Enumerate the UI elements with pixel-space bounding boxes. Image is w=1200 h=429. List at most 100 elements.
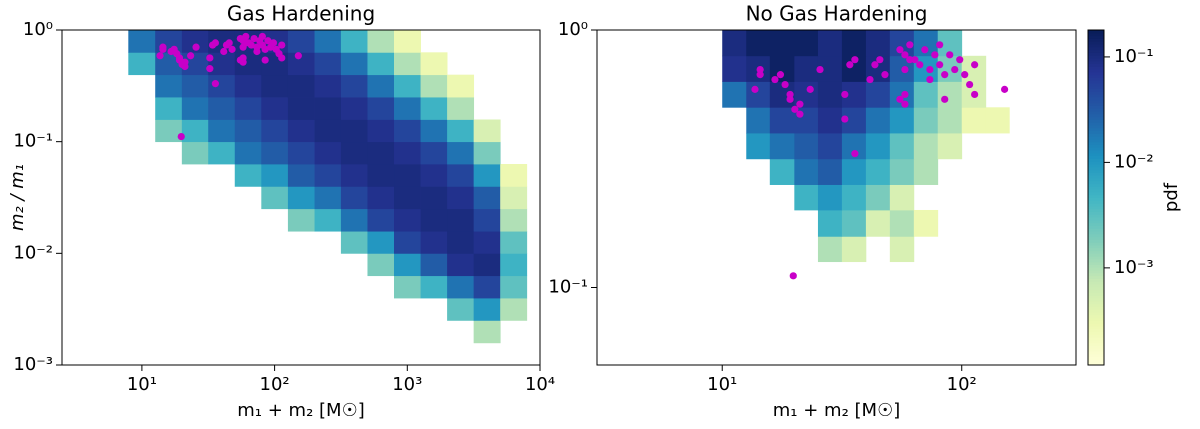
heatmap-cell <box>913 107 939 134</box>
colorbar-segment <box>1088 289 1104 293</box>
colorbar-segment <box>1088 242 1104 246</box>
scatter-point <box>789 272 797 280</box>
heatmap-cell <box>746 133 771 160</box>
colorbar-segment <box>1088 49 1104 53</box>
scatter-point <box>871 61 879 69</box>
heatmap-cell <box>769 30 795 57</box>
y-axis-label: m₂ / m₁ <box>7 164 28 231</box>
heatmap-cell <box>340 231 368 254</box>
scatter-point <box>269 39 278 47</box>
heatmap-cell <box>817 236 843 263</box>
heatmap-cell <box>208 97 236 120</box>
heatmap-cell <box>769 107 795 134</box>
heatmap-cell <box>865 158 891 185</box>
colorbar-tick-label: 10⁻³ <box>1114 257 1154 278</box>
colorbar-segment <box>1088 41 1104 45</box>
heatmap-cell <box>865 30 891 57</box>
colorbar-segment <box>1088 334 1104 338</box>
x-tick-label: 10¹ <box>707 374 737 395</box>
colorbar-segment <box>1088 183 1104 187</box>
heatmap-cell <box>961 107 987 134</box>
scatter-point <box>751 85 759 93</box>
colorbar-segment <box>1088 136 1104 140</box>
colorbar-segment <box>1088 292 1104 296</box>
scatter-point <box>971 90 979 99</box>
colorbar-segment <box>1088 116 1104 120</box>
heatmap-cell <box>181 30 209 53</box>
colorbar-segment <box>1088 317 1104 321</box>
colorbar-segment <box>1088 186 1104 190</box>
colorbar-segment <box>1088 345 1104 349</box>
scatter-point <box>228 45 236 53</box>
colorbar-segment <box>1088 43 1104 48</box>
colorbar-segment <box>1088 161 1104 165</box>
heatmap-cell <box>420 52 448 76</box>
colorbar-segment <box>1088 272 1104 277</box>
heatmap-cell <box>234 52 262 76</box>
colorbar-segment <box>1088 166 1104 171</box>
colorbar-segment <box>1088 164 1104 168</box>
x-axis-label: m₁ + m₂ [M☉] <box>773 400 900 421</box>
heatmap-cell <box>937 107 963 134</box>
heatmap-cell <box>500 163 528 187</box>
heatmap-cell <box>794 30 819 57</box>
heatmap-cell <box>367 119 395 143</box>
heatmap-cell <box>155 74 183 98</box>
heatmap-cell <box>314 208 342 232</box>
heatmap-cell <box>261 119 289 143</box>
heatmap-cell <box>889 107 915 134</box>
colorbar-segment <box>1088 35 1104 39</box>
scatter-point <box>961 71 969 79</box>
colorbar-segment <box>1088 55 1104 59</box>
heatmap-cell <box>287 141 315 165</box>
colorbar-segment <box>1088 32 1104 37</box>
colorbar-segment <box>1088 320 1104 324</box>
heatmap-cell <box>865 133 891 160</box>
heatmap-cell <box>817 158 843 185</box>
scatter-point <box>876 56 884 64</box>
heatmap-cell <box>420 74 448 98</box>
colorbar-segment <box>1088 323 1104 327</box>
colorbar-segment <box>1088 348 1104 352</box>
colorbar-segment <box>1088 91 1104 95</box>
heatmap-cell <box>473 231 501 254</box>
heatmap-cell <box>817 184 843 211</box>
colorbar-segment <box>1088 30 1104 34</box>
colorbar-segment <box>1088 138 1104 143</box>
colorbar-segment <box>1088 144 1104 148</box>
scatter-point <box>796 100 804 108</box>
heatmap-cell <box>367 253 395 277</box>
scatter-point <box>901 65 909 74</box>
colorbar-segment <box>1088 66 1104 70</box>
heatmap-cell <box>314 74 342 98</box>
heatmap-cell <box>769 158 795 185</box>
heatmap-cell <box>913 158 939 185</box>
colorbar-segment <box>1088 253 1104 257</box>
heatmap-cell <box>234 97 262 120</box>
heatmap-cell <box>155 119 183 143</box>
colorbar-segment <box>1088 306 1104 310</box>
heatmap-cell <box>261 97 289 120</box>
colorbar-segment <box>1088 71 1104 76</box>
plot-area <box>128 30 528 344</box>
colorbar-segment <box>1088 219 1104 224</box>
colorbar-segment <box>1088 208 1104 212</box>
heatmap-cell <box>208 52 236 76</box>
colorbar-segment <box>1088 85 1104 90</box>
heatmap-cell <box>817 30 843 57</box>
heatmap-cell <box>447 119 475 143</box>
scatter-point <box>294 52 302 60</box>
heatmap-cell <box>394 52 421 76</box>
heatmap-cell <box>394 275 421 299</box>
scatter-point <box>916 61 924 69</box>
axes-frame <box>596 29 1077 366</box>
colorbar-segment <box>1088 52 1104 56</box>
colorbar-segment <box>1088 359 1104 363</box>
scatter-point <box>816 65 824 74</box>
colorbar-segment <box>1088 258 1104 263</box>
heatmap-cell <box>234 141 262 165</box>
colorbar-segment <box>1088 309 1104 313</box>
heatmap-cell <box>447 97 475 120</box>
colorbar-segment <box>1088 194 1104 198</box>
heatmap-cell <box>367 30 395 53</box>
